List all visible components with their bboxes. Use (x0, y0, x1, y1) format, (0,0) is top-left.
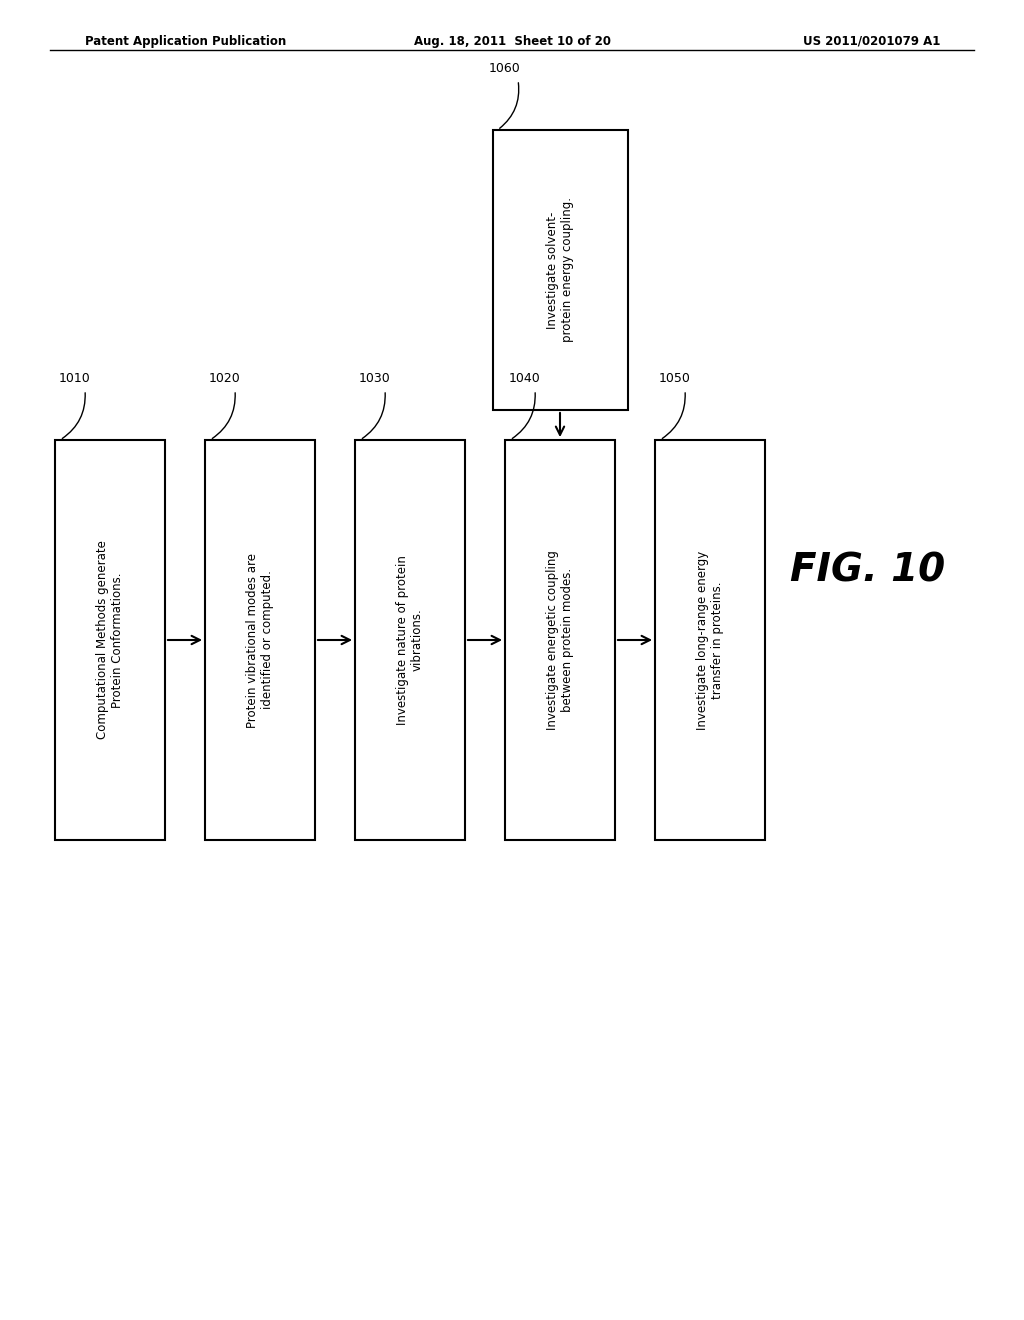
Text: 1060: 1060 (489, 62, 521, 75)
Text: Investigate solvent-
protein energy coupling.: Investigate solvent- protein energy coup… (546, 198, 574, 342)
Text: 1030: 1030 (359, 372, 391, 385)
FancyBboxPatch shape (655, 440, 765, 840)
FancyBboxPatch shape (205, 440, 315, 840)
Text: Patent Application Publication: Patent Application Publication (85, 36, 287, 48)
FancyBboxPatch shape (493, 129, 628, 411)
Text: FIG. 10: FIG. 10 (790, 550, 945, 589)
Text: Computational Methods generate
Protein Conformations.: Computational Methods generate Protein C… (96, 541, 124, 739)
FancyBboxPatch shape (355, 440, 465, 840)
FancyBboxPatch shape (505, 440, 615, 840)
Text: US 2011/0201079 A1: US 2011/0201079 A1 (803, 36, 940, 48)
Text: 1020: 1020 (209, 372, 241, 385)
Text: Investigate energetic coupling
between protein modes.: Investigate energetic coupling between p… (546, 550, 574, 730)
Text: Aug. 18, 2011  Sheet 10 of 20: Aug. 18, 2011 Sheet 10 of 20 (414, 36, 610, 48)
Text: Investigate nature of protein
vibrations.: Investigate nature of protein vibrations… (396, 556, 424, 725)
FancyBboxPatch shape (55, 440, 165, 840)
Text: 1050: 1050 (659, 372, 691, 385)
Text: 1010: 1010 (59, 372, 91, 385)
Text: Investigate long-range energy
transfer in proteins.: Investigate long-range energy transfer i… (696, 550, 724, 730)
Text: Protein vibrational modes are
identified or computed.: Protein vibrational modes are identified… (246, 553, 274, 727)
Text: 1040: 1040 (509, 372, 541, 385)
